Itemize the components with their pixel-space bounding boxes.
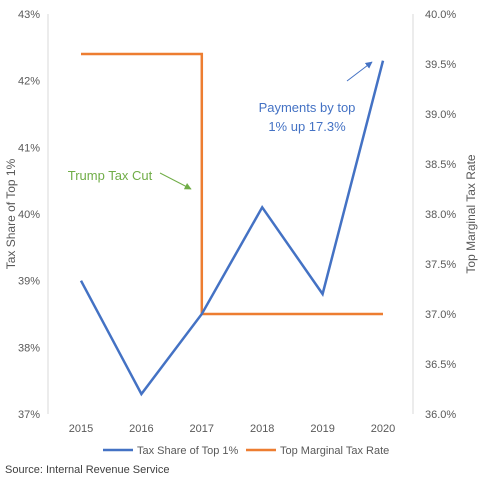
x-axis-ticks: 2015 2016 2017 2018 2019 2020 [69, 423, 395, 435]
x-tick-label: 2015 [69, 423, 93, 435]
right-tick-label: 37.5% [425, 259, 456, 271]
right-tick-label: 39.5% [425, 59, 456, 71]
left-tick-label: 38% [18, 342, 40, 354]
x-tick-label: 2018 [250, 423, 274, 435]
left-tick-label: 42% [18, 76, 40, 88]
series-points-tax-share-top-1 [80, 60, 384, 395]
legend-label-tax-share-top-1: Tax Share of Top 1% [137, 445, 239, 457]
right-tick-label: 39.0% [425, 109, 456, 121]
annotation-payments-arrow [346, 61, 373, 82]
annotation-payments-line1: Payments by top [259, 100, 356, 115]
annotation-trump-arrow [159, 172, 192, 190]
series-line-top-marginal-tax-rate [81, 52, 383, 316]
right-tick-label: 37.0% [425, 309, 456, 321]
annotation-payments-line2: 1% up 17.3% [268, 119, 346, 134]
left-axis-ticks: 37% 38% 39% 40% 41% 42% 43% [18, 9, 40, 421]
right-tick-label: 38.0% [425, 209, 456, 221]
right-axis-title: Top Marginal Tax Rate [464, 154, 478, 274]
x-tick-label: 2020 [371, 423, 395, 435]
legend-label-top-marginal-tax-rate: Top Marginal Tax Rate [280, 445, 389, 457]
x-tick-label: 2019 [310, 423, 334, 435]
left-tick-label: 39% [18, 276, 40, 288]
series-points-top-marginal-tax-rate [80, 53, 384, 315]
right-tick-label: 38.5% [425, 159, 456, 171]
right-tick-label: 36.0% [425, 409, 456, 421]
left-tick-label: 37% [18, 409, 40, 421]
x-tick-label: 2017 [190, 423, 214, 435]
left-tick-label: 43% [18, 9, 40, 21]
right-tick-label: 40.0% [425, 9, 456, 21]
left-axis-title: Tax Share of Top 1% [4, 158, 18, 269]
annotation-trump-tax-cut: Trump Tax Cut [68, 168, 153, 183]
legend: Tax Share of Top 1% Top Marginal Tax Rat… [103, 445, 389, 457]
left-tick-label: 41% [18, 142, 40, 154]
left-tick-label: 40% [18, 209, 40, 221]
right-tick-label: 36.5% [425, 359, 456, 371]
source-note: Source: Internal Revenue Service [5, 464, 169, 476]
series-line-tax-share-top-1 [79, 60, 385, 397]
x-tick-label: 2016 [129, 423, 153, 435]
right-axis-ticks: 36.0% 36.5% 37.0% 37.5% 38.0% 38.5% 39.0% 39.5%… [425, 9, 456, 421]
